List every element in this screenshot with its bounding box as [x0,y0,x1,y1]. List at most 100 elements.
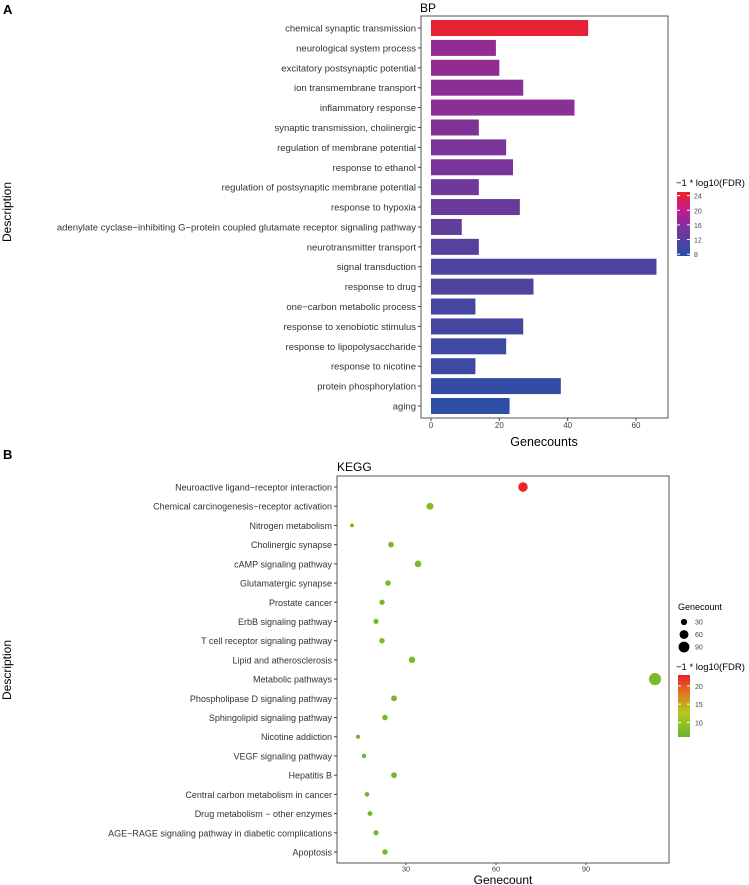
size-legend-dot [680,618,688,626]
y-tick-label: response to nicotine [331,362,416,373]
bar [431,20,589,36]
colorbar [677,192,690,256]
size-legend-label: 60 [695,632,703,639]
size-legend-label: 90 [695,645,703,652]
y-tick-label: one−carbon metabolic process [286,302,416,313]
legend-title: −1 * log10(FDR) [676,662,745,673]
colorbar-tick-label: 10 [695,720,703,727]
y-tick-label: cAMP signaling pathway [234,559,332,569]
bar [431,159,513,176]
y-tick-label: inflammatory response [320,103,416,114]
plot-area [420,15,669,419]
dot [350,523,354,528]
size-legend-title: Genecount [678,602,723,612]
x-axis-title: Genecounts [510,435,577,449]
x-tick-label: 0 [429,421,434,430]
colorbar-tick-label: 24 [694,194,702,201]
dot [414,560,422,568]
y-tick-label: ion transmembrane transport [294,83,416,94]
bar [431,39,496,56]
y-tick-label: response to lipopolysaccharide [286,342,416,353]
bar [431,59,500,76]
y-tick-label: neurological system process [296,43,416,54]
dot [648,673,662,686]
x-tick-label: 30 [402,865,410,874]
y-tick-label: protein phosphorylation [317,382,416,393]
dot [379,599,385,605]
x-axis-title: Genecount [474,873,533,885]
dot [382,849,388,855]
plot-area [336,475,670,864]
colorbar-tick-label: 15 [695,702,703,709]
y-tick-label: Drug metabolism − other enzymes [195,809,333,819]
dot [364,792,370,797]
bar [431,358,476,375]
panel-a-bar-chart: A BP chemical synaptic transmission neurolo… [0,1,745,449]
y-tick-label: AGE−RAGE signaling pathway in diabetic c… [108,828,332,838]
chart-title: KEGG [337,460,372,474]
y-tick-label: aging [393,402,416,413]
y-axis-title: Description [0,182,14,242]
bar [431,338,507,355]
x-tick-label: 60 [492,865,500,874]
y-tick-label: Prostate cancer [269,598,332,608]
dot [355,734,361,739]
size-legend-label: 30 [695,620,703,627]
y-tick-label: Hepatitis B [288,771,332,781]
y-tick-label: synaptic transmission, cholinergic [274,123,416,134]
y-tick-label: adenylate cyclase−inhibiting G−protein c… [57,222,416,233]
x-tick-label: 40 [563,421,572,430]
bar [431,199,520,216]
dot [373,830,379,836]
bar [431,318,524,335]
panel-label-b: B [3,447,12,462]
y-tick-label: Metabolic pathways [253,675,333,685]
bar [431,218,462,235]
y-tick-label: response to hypoxia [331,203,417,214]
colorbar [678,675,690,737]
y-tick-label: signal transduction [337,262,416,273]
dot [391,695,397,702]
y-tick-label: Neuroactive ligand−receptor interaction [175,483,332,493]
y-tick-label: VEGF signaling pathway [233,751,332,761]
dot [361,753,367,759]
y-tick-label: chemical synaptic transmission [285,24,416,35]
y-tick-label: Cholinergic synapse [251,540,332,550]
dot [379,638,385,644]
y-tick-label: Nicotine addiction [261,732,332,742]
y-tick-label: excitatory postsynaptic potential [281,63,416,74]
x-tick-label: 90 [582,865,590,874]
y-tick-label: Glutamatergic synapse [240,579,332,589]
colorbar-tick-label: 16 [694,223,702,230]
y-tick-label: response to xenobiotic stimulus [283,322,416,333]
x-tick-label: 20 [495,421,504,430]
bar [431,298,476,315]
bar [431,378,561,395]
colorbar-tick-label: 8 [694,252,698,259]
dot [373,618,379,625]
dot [391,772,397,779]
colorbar-tick-label: 20 [695,684,703,691]
colorbar-tick-label: 12 [694,238,702,245]
y-tick-label: response to drug [345,282,416,293]
panel-label-a: A [3,2,13,17]
y-tick-label: Phospholipase D signaling pathway [190,694,333,704]
bar [431,258,657,275]
dot [426,502,434,510]
y-tick-label: regulation of postsynaptic membrane pote… [222,183,416,194]
x-tick-label: 60 [632,421,641,430]
y-tick-label: Apoptosis [292,848,332,858]
y-tick-label: Nitrogen metabolism [249,521,332,531]
size-legend-dot [679,630,689,639]
y-tick-label: Sphingolipid signaling pathway [209,713,333,723]
bar [431,398,510,414]
legend-title: −1 * log10(FDR) [676,178,745,189]
bar [431,99,575,116]
bar [431,238,479,255]
bar [431,179,479,196]
y-axis-title: Description [0,640,14,700]
dot [385,580,391,586]
y-tick-label: ErbB signaling pathway [238,617,333,627]
bar [431,139,507,156]
